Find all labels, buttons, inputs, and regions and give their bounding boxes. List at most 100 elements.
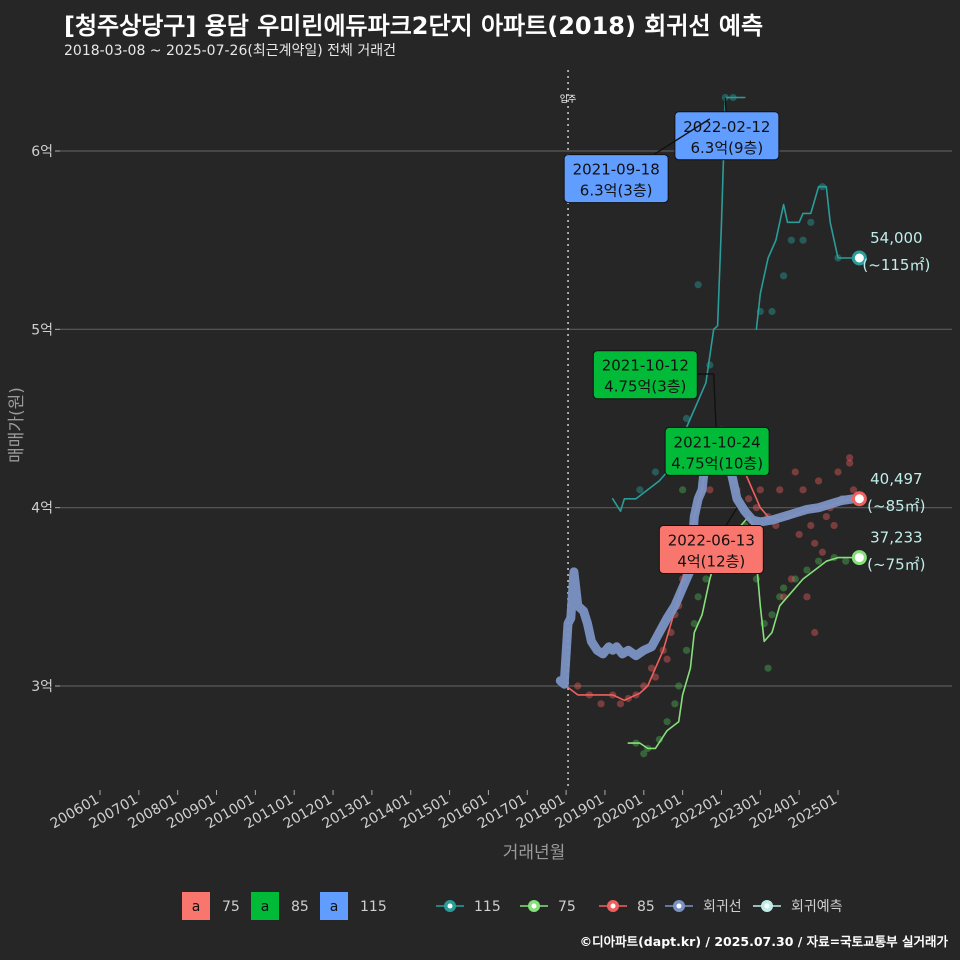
scatter-85-point-36 <box>795 530 803 539</box>
legend-marker-dot-3 <box>676 903 682 909</box>
scatter-85-point-49 <box>811 628 819 637</box>
chart-title: [청주상당구] 용담 우미린에듀파크2단지 아파트(2018) 회귀선 예측 <box>64 12 764 40</box>
end-label-sub-0: (~115㎡) <box>862 256 930 274</box>
scatter-85-point-38 <box>807 521 815 530</box>
scatter-85-point-4 <box>616 700 625 708</box>
annotation-price-2: 4.75억(3층) <box>604 378 686 396</box>
annotation-price-0: 6.3억(9층) <box>691 139 764 157</box>
chart-subtitle: 2018-03-08 ~ 2025-07-26(최근계약일) 전체 거래건 <box>64 43 396 59</box>
scatter-75-point-10 <box>702 575 710 583</box>
scatter-85-point-21 <box>706 486 714 494</box>
scatter-75-point-3 <box>655 735 663 744</box>
y-axis-title: 매매가(원) <box>7 387 27 463</box>
annotation-date-1: 2021-09-18 <box>573 161 660 179</box>
scatter-75-point-18 <box>776 593 784 601</box>
scatter-85-point-45 <box>846 459 854 467</box>
scatter-75-point-9 <box>694 593 702 601</box>
scatter-115-point-12 <box>799 236 807 244</box>
legend-fill-swatch-2 <box>320 892 348 920</box>
legend-layer: a 75 a 85 a 115 115 75 85 회귀선 회귀예측 <box>182 892 843 920</box>
series-line-115b <box>755 185 861 331</box>
scatter-85-point-37 <box>799 486 807 494</box>
annotation-box-2 <box>592 350 698 400</box>
move-in-label: 입주 <box>560 93 577 105</box>
scatter-115-point-0 <box>636 486 644 494</box>
scatter-75-point-1 <box>640 750 648 758</box>
annotation-price-1: 6.3억(3층) <box>580 182 653 200</box>
annotation-date-3: 2021-10-24 <box>674 433 761 451</box>
scatter-85-point-41 <box>822 512 830 521</box>
annotation-price-3: 4.75억(10층) <box>671 454 763 472</box>
annotation-box-4 <box>658 525 764 574</box>
scatter-75-point-25 <box>764 664 772 672</box>
legend-line-label-2: 85 <box>637 899 655 915</box>
scatter-115-point-9 <box>768 307 776 316</box>
scatter-85-point-51 <box>818 548 827 556</box>
scatter-75-point-20 <box>791 575 799 583</box>
scatter-85-point-8 <box>647 664 656 672</box>
end-label-sub-1: (~85㎡) <box>867 497 925 515</box>
scatter-75-point-5 <box>671 700 679 708</box>
legend-fill-glyph-0: a <box>192 899 201 915</box>
scatter-85-point-50 <box>787 575 795 583</box>
legend-marker-dot-1 <box>531 903 537 909</box>
legend-fill-label-1: 85 <box>291 899 309 915</box>
scatter-75-point-19 <box>780 584 788 592</box>
credit-text: ©디아파트(dapt.kr) / 2025.07.30 / 자료=국토교통부 실… <box>579 934 948 949</box>
scatter-75-point-22 <box>814 557 823 565</box>
annotation-date-2: 2021-10-12 <box>602 357 689 375</box>
scatter-85-point-53 <box>846 454 854 462</box>
scatter-75-point-4 <box>663 718 671 726</box>
scatter-85-point-40 <box>814 477 823 485</box>
scatter-85-point-46 <box>849 486 858 494</box>
scatter-85-point-0 <box>574 682 582 690</box>
scatter-85-point-35 <box>791 468 799 476</box>
scatter-85-point-11 <box>663 655 671 663</box>
legend-fill-glyph-2: a <box>330 899 339 915</box>
legend-fill-swatch-1 <box>251 892 279 920</box>
scatter-75-point-26 <box>679 486 687 494</box>
scatter-115-point-13 <box>807 218 815 226</box>
scatter-75-point-24 <box>842 557 850 565</box>
y-tick-label-0: 3억 <box>31 679 53 695</box>
scatter-115-point-4 <box>694 281 702 289</box>
scatter-115-point-11 <box>787 236 795 244</box>
scatter-115-point-1 <box>651 468 660 476</box>
legend-marker-dot-2 <box>610 903 616 909</box>
series-line-75 <box>627 515 861 750</box>
scatter-115-point-3 <box>682 414 691 423</box>
scatter-85-point-33 <box>776 486 784 494</box>
legend-fill-glyph-1: a <box>261 899 270 915</box>
scatter-85-point-52 <box>830 521 838 530</box>
scatter-75-point-21 <box>803 566 811 574</box>
scatter-75-point-7 <box>682 646 691 654</box>
end-point-2 <box>851 550 867 566</box>
annotation-box-0 <box>674 111 780 161</box>
grid-layer: 입주 <box>60 70 952 790</box>
legend-line-label-4: 회귀예측 <box>791 899 843 915</box>
scatter-85-point-28 <box>745 495 753 503</box>
axis-layer: 3억4억5억6억20060120070120080120090120100120… <box>7 144 840 863</box>
scatter-75-point-8 <box>690 619 698 628</box>
legend-line-label-0: 115 <box>474 899 501 915</box>
legend-line-label-1: 75 <box>558 899 576 915</box>
y-tick-label-1: 4억 <box>31 501 53 517</box>
annotation-box-3 <box>664 426 770 476</box>
end-label-value-1: 40,497 <box>870 470 923 488</box>
annotation-box-1 <box>563 154 669 204</box>
scatter-75-point-17 <box>768 611 776 619</box>
scatter-85-point-48 <box>803 593 811 601</box>
annotation-layer: 54,000 (~115㎡) 40,497 (~85㎡) 37,233 (~75㎡) 202… <box>563 97 930 574</box>
scatter-85-point-39 <box>811 539 819 547</box>
end-label-value-2: 37,233 <box>870 529 923 547</box>
annotation-price-4: 4억(12층) <box>677 553 745 571</box>
scatter-85-point-29 <box>752 504 761 512</box>
legend-marker-dot-0 <box>447 903 453 909</box>
legend-marker-dot-4 <box>764 903 770 909</box>
y-tick-label-3: 6억 <box>31 144 53 160</box>
scatter-85-point-30 <box>756 486 764 494</box>
end-label-sub-2: (~75㎡) <box>867 556 925 574</box>
end-label-value-0: 54,000 <box>870 229 923 247</box>
legend-fill-label-2: 115 <box>360 899 387 915</box>
